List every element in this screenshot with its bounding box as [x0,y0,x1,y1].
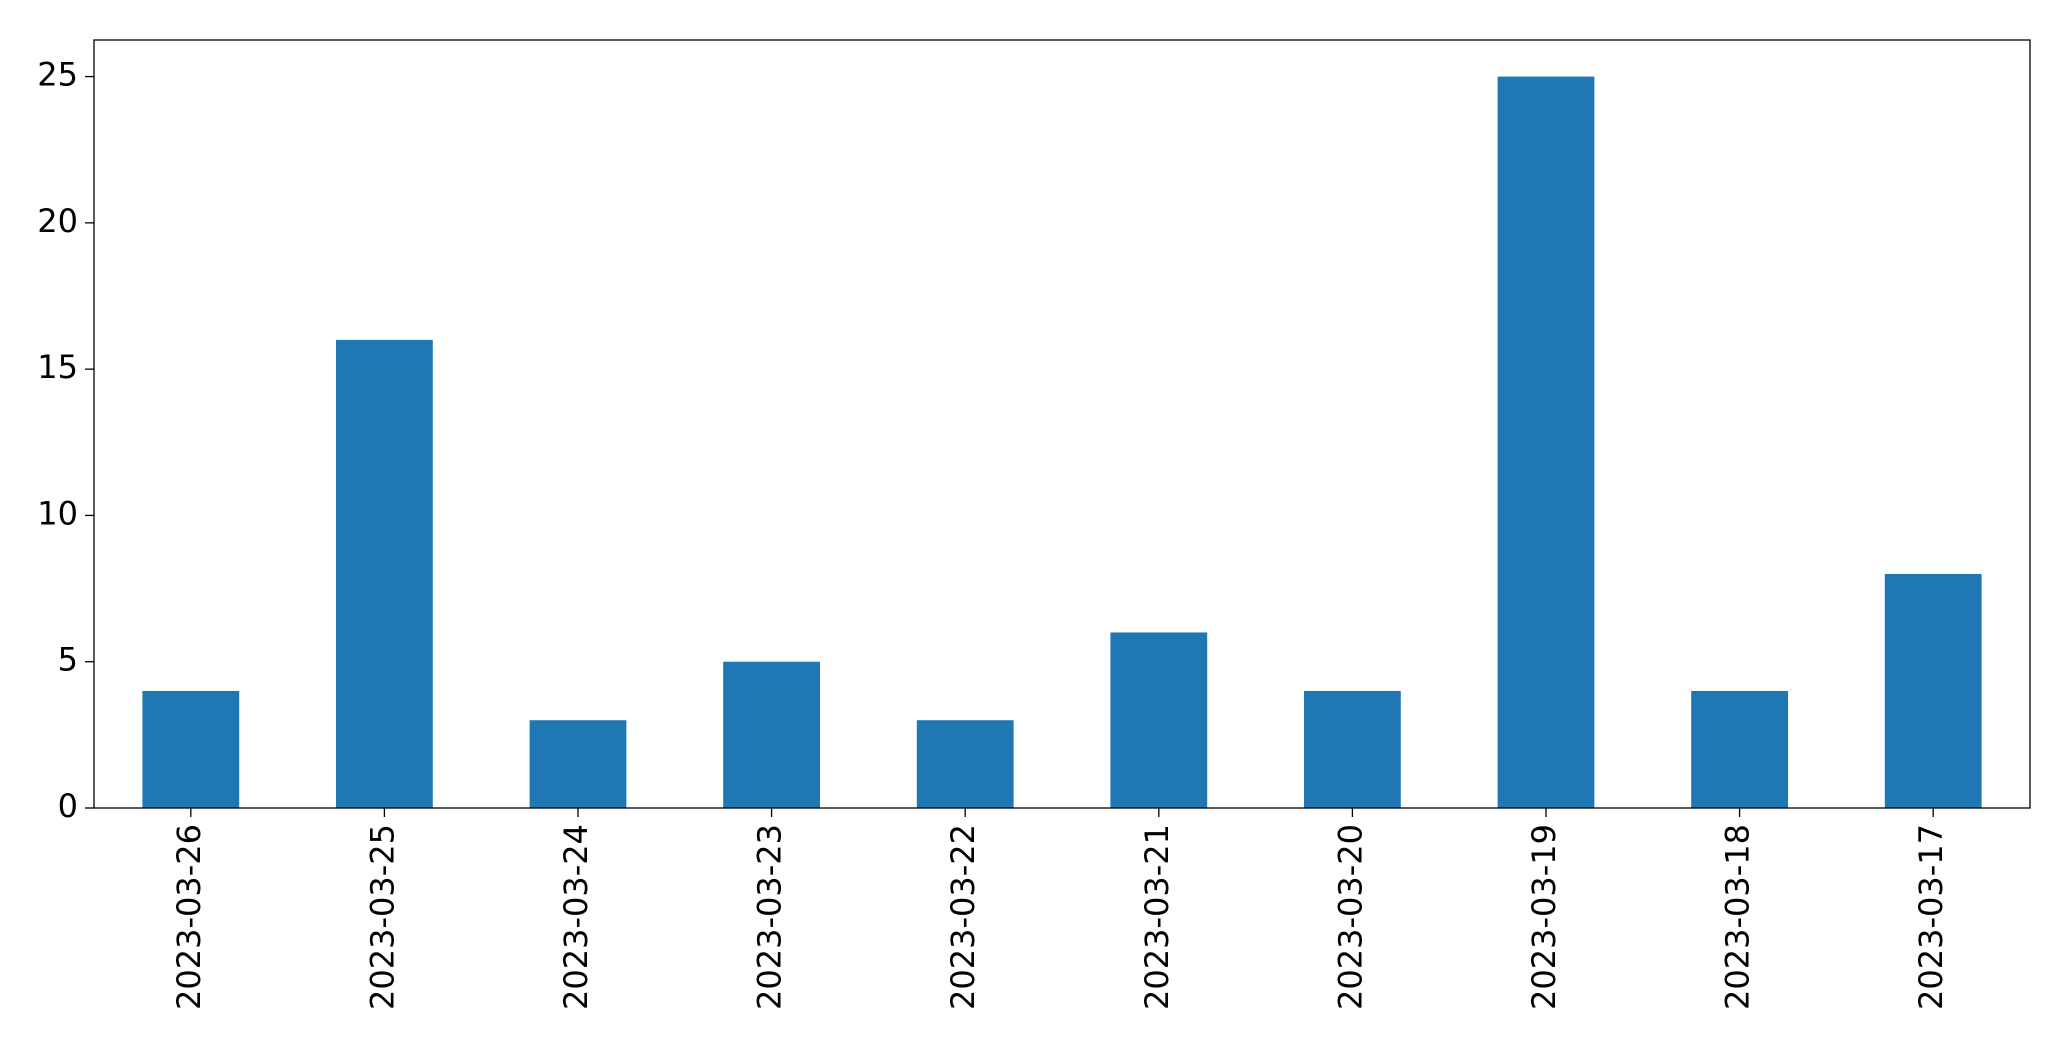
bar [1884,573,1982,808]
x-tick-label: 2023-03-24 [557,824,595,1010]
bar [1497,76,1595,809]
x-tick-label: 2023-03-22 [944,824,982,1010]
x-tick-label: 2023-03-26 [170,824,208,1010]
x-tick-label: 2023-03-21 [1138,824,1176,1010]
y-tick-label: 10 [37,494,78,532]
y-tick-label: 25 [37,56,78,94]
bar [142,690,240,808]
bar [1691,690,1788,808]
x-tick-label: 2023-03-18 [1719,824,1757,1010]
x-tick-label: 2023-03-23 [751,824,789,1010]
y-tick-label: 5 [58,641,78,679]
x-tick-label: 2023-03-19 [1525,824,1563,1010]
x-tick-label: 2023-03-20 [1331,824,1369,1010]
plot-frame [93,39,2031,809]
y-tick-label: 15 [37,348,78,386]
y-tick-label: 20 [37,202,78,240]
bar [1304,690,1401,808]
x-tick-label: 2023-03-25 [363,824,401,1010]
bar [1110,632,1208,808]
bar [723,661,820,808]
bar [529,720,627,808]
x-tick-label: 2023-03-17 [1912,824,1950,1010]
y-tick-label: 0 [58,787,78,825]
bar [336,339,433,808]
bar [916,720,1014,808]
